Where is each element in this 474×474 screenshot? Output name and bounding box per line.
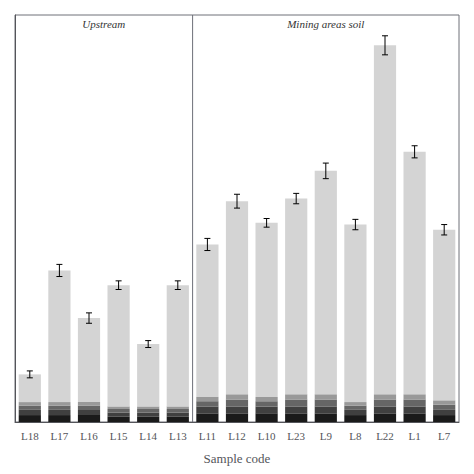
svg-text:L16: L16 [80,430,98,442]
svg-text:L7: L7 [438,430,451,442]
svg-text:L12: L12 [228,430,246,442]
svg-text:L9: L9 [320,430,333,442]
svg-text:L10: L10 [258,430,276,442]
svg-text:L18: L18 [21,430,39,442]
svg-text:Sample code: Sample code [204,451,271,466]
svg-text:L1: L1 [408,430,420,442]
svg-text:L15: L15 [110,430,128,442]
svg-text:L11: L11 [199,430,216,442]
svg-text:L14: L14 [139,430,157,442]
svg-text:L8: L8 [349,430,362,442]
svg-text:L13: L13 [169,430,187,442]
svg-text:Upstream: Upstream [82,18,125,30]
svg-text:L23: L23 [287,430,305,442]
svg-text:Mining areas soil: Mining areas soil [286,18,364,30]
svg-text:L17: L17 [51,430,69,442]
svg-text:L22: L22 [376,430,394,442]
